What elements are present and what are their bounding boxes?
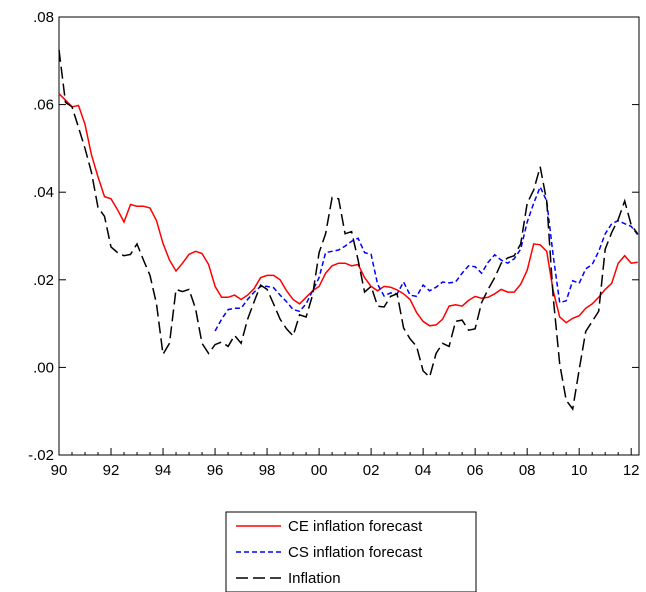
x-tick-label: 90 xyxy=(51,462,68,479)
y-axis: -.02 .00 .02 .04 .06 .08 xyxy=(28,9,639,464)
x-tick-label: 02 xyxy=(363,462,380,479)
x-tick-label: 96 xyxy=(207,462,224,479)
y-tick-label: .08 xyxy=(33,9,54,26)
y-tick-label: .02 xyxy=(33,272,54,289)
y-tick-label: .06 xyxy=(33,97,54,114)
series-layer xyxy=(58,49,639,411)
x-tick-label: 92 xyxy=(103,462,120,479)
y-tick-label: .00 xyxy=(33,359,54,376)
plot-frame xyxy=(58,16,640,456)
legend-label-inflation: Inflation xyxy=(288,570,341,587)
series-cs-forecast-line xyxy=(214,185,639,332)
x-tick-label: 04 xyxy=(415,462,432,479)
y-tick-label: .04 xyxy=(33,184,54,201)
x-axis: 90 92 94 96 98 00 02 04 06 08 10 12 xyxy=(51,448,640,479)
x-tick-label: 00 xyxy=(311,462,328,479)
y-tick-label: -.02 xyxy=(28,447,54,464)
x-tick-label: 98 xyxy=(259,462,276,479)
series-inflation-line xyxy=(58,49,639,411)
x-tick-label: 08 xyxy=(519,462,536,479)
x-tick-label: 06 xyxy=(467,462,484,479)
x-tick-label: 10 xyxy=(571,462,588,479)
x-tick-label: 94 xyxy=(155,462,172,479)
x-tick-label: 12 xyxy=(623,462,640,479)
legend: CE inflation forecast CS inflation forec… xyxy=(225,511,477,592)
legend-label-cs-forecast: CS inflation forecast xyxy=(288,544,423,561)
legend-label-ce-forecast: CE inflation forecast xyxy=(288,518,423,535)
series-ce-forecast-line xyxy=(58,93,638,327)
